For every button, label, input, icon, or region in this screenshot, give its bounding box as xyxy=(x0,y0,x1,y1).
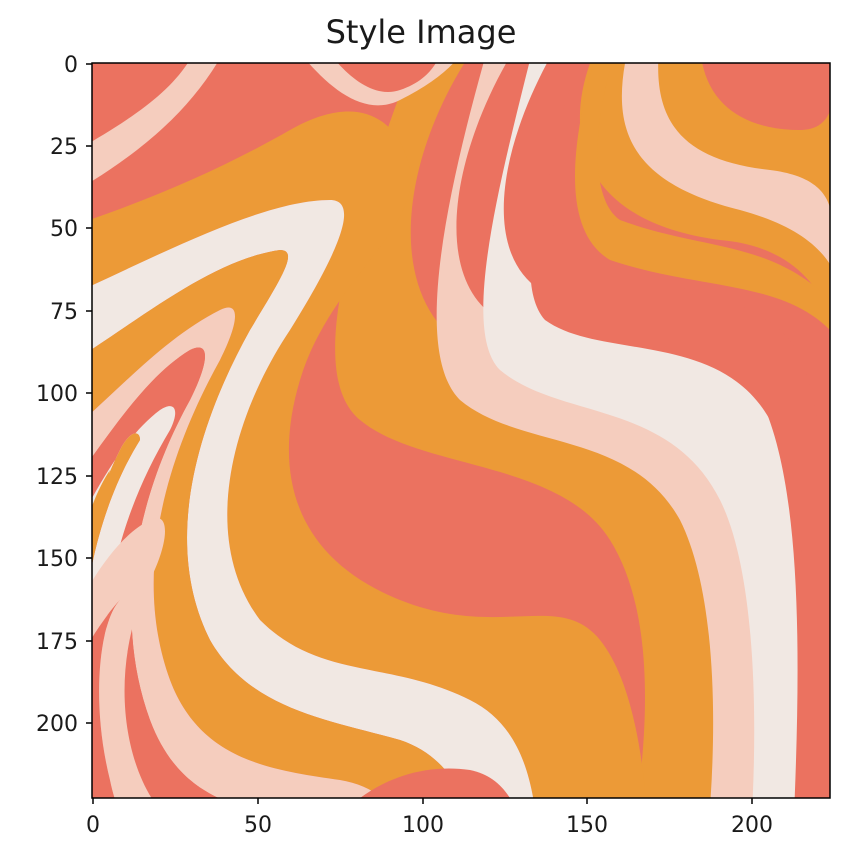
swirl-band-left-orange2 xyxy=(92,250,463,798)
figure-title: Style Image xyxy=(325,13,517,51)
x-axis: 0 50 100 150 200 xyxy=(86,798,773,838)
swirl-band-mid-pink xyxy=(436,63,776,798)
swirl-band-left-cream2 xyxy=(92,406,176,798)
x-tick-label: 50 xyxy=(244,813,272,838)
y-tick-label: 50 xyxy=(50,217,78,242)
y-tick-label: 125 xyxy=(36,465,78,490)
y-axis: 0 25 50 75 100 125 150 175 200 xyxy=(36,53,92,737)
y-tick-label: 25 xyxy=(50,135,78,160)
swirl-band-left-orange xyxy=(92,111,646,798)
axes-frame xyxy=(91,62,831,799)
swirl-band-bottom-coral xyxy=(360,768,510,798)
swirl-band-corner-coral xyxy=(702,63,830,130)
x-tick-label: 100 xyxy=(402,813,444,838)
x-tick-label: 200 xyxy=(731,813,773,838)
swirl-band-mid-cream xyxy=(483,63,798,798)
swirl-band-left-pink2 xyxy=(92,518,165,798)
x-tick-label: 0 xyxy=(86,813,100,838)
swirl-band-top-coral xyxy=(92,63,188,142)
x-tick-label: 150 xyxy=(566,813,608,838)
swirl-band-left-pink xyxy=(92,307,383,798)
y-tick-label: 75 xyxy=(50,300,78,325)
swirl-band-top-mid-coral xyxy=(337,63,436,92)
swirl-band-mid-orange-thin xyxy=(575,63,830,330)
y-tick-label: 100 xyxy=(36,382,78,407)
y-tick-label: 200 xyxy=(36,712,78,737)
y-tick-label: 150 xyxy=(36,547,78,572)
y-tick-label: 0 xyxy=(64,53,78,78)
swirl-band-left-cream xyxy=(92,200,534,798)
y-tick-label: 175 xyxy=(36,630,78,655)
swirl-image xyxy=(92,63,830,798)
swirl-band-left-coral-bottom xyxy=(92,600,120,798)
